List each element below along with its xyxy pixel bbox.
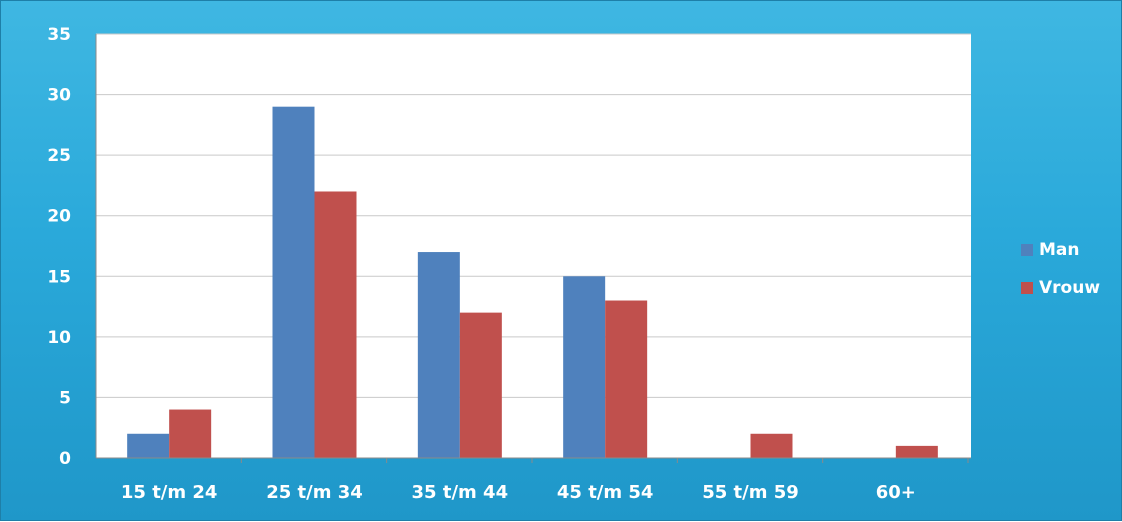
bar-vrouw-2 xyxy=(459,312,502,458)
x-tick-label: 55 t/m 59 xyxy=(702,482,799,503)
bar-vrouw-5 xyxy=(895,445,938,458)
x-tick-label: 15 t/m 24 xyxy=(121,482,218,503)
y-tick-label: 25 xyxy=(47,146,71,166)
legend-label-vrouw: Vrouw xyxy=(1039,278,1100,298)
legend-swatch-vrouw xyxy=(1021,282,1033,294)
bar-man-3 xyxy=(563,276,606,458)
bar-vrouw-4 xyxy=(750,433,793,458)
bar-man-0 xyxy=(127,433,170,458)
x-tick-label: 25 t/m 34 xyxy=(266,482,363,503)
y-tick-label: 15 xyxy=(47,267,71,287)
bar-vrouw-1 xyxy=(314,191,357,458)
legend-swatch-man xyxy=(1021,244,1033,256)
bar-vrouw-3 xyxy=(605,300,648,458)
bar-vrouw-0 xyxy=(169,409,212,458)
y-tick-label: 30 xyxy=(47,86,71,106)
y-tick-label: 5 xyxy=(59,388,71,408)
y-tick-label: 10 xyxy=(47,328,71,348)
bar-man-2 xyxy=(417,252,460,458)
bars xyxy=(127,106,938,458)
y-tick-label: 20 xyxy=(47,207,71,227)
x-tick-label: 35 t/m 44 xyxy=(412,482,509,503)
plot-area xyxy=(96,34,971,458)
axes: 0 5 10 15 20 25 30 35 15 t/m 24 25 t/m 34 35 t/m 4… xyxy=(47,25,971,503)
legend: Man Vrouw xyxy=(1021,240,1100,298)
y-tick-label: 35 xyxy=(47,25,71,45)
x-tick-label: 60+ xyxy=(876,482,916,503)
x-tick-label: 45 t/m 54 xyxy=(557,482,654,503)
gridlines xyxy=(96,33,971,398)
y-tick-label: 0 xyxy=(59,449,71,469)
bar-man-1 xyxy=(272,106,315,458)
legend-label-man: Man xyxy=(1039,240,1080,260)
